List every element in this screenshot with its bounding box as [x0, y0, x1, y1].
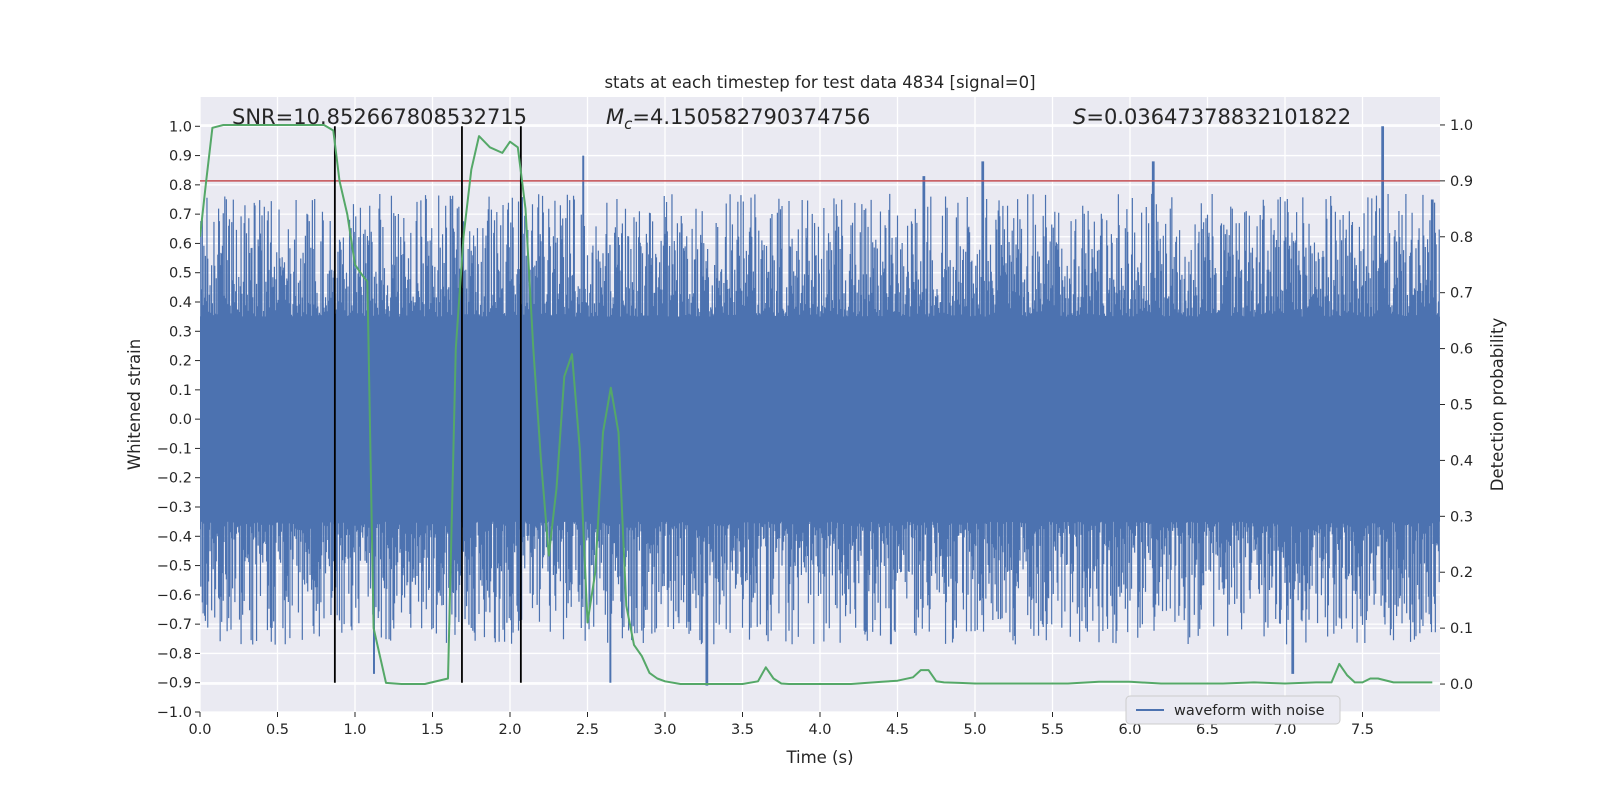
- x-tick-label: 1.0: [343, 722, 366, 738]
- chart-title: stats at each timestep for test data 483…: [604, 73, 1035, 92]
- s-value: =0.03647378832101822: [1086, 105, 1351, 129]
- y-tick-label: −1.0: [157, 705, 192, 721]
- y-tick-label: −0.6: [157, 588, 192, 604]
- x-tick-label: 3.0: [653, 722, 676, 738]
- x-tick-label: 0.5: [266, 722, 289, 738]
- y-tick-label: 0.9: [169, 149, 192, 165]
- s-annotation: S=0.03647378832101822: [1073, 105, 1351, 129]
- x-tick-label: 0.0: [188, 722, 211, 738]
- y-tick-label: −0.5: [157, 559, 192, 575]
- y-tick-label: 0.7: [169, 207, 192, 223]
- y2-tick-label: 0.1: [1450, 621, 1473, 637]
- y-tick-label: 1.0: [169, 119, 192, 135]
- y2-tick-label: 0.4: [1450, 453, 1473, 469]
- y-axis-label: Whitened strain: [125, 339, 144, 470]
- y-tick-label: −0.3: [157, 500, 192, 516]
- legend-box: [1125, 695, 1341, 725]
- y-tick-label: −0.9: [157, 676, 192, 692]
- chirp-mass-value: =4.150582790374756: [632, 105, 870, 129]
- chirp-mass-symbol: M: [606, 105, 624, 129]
- legend-label-waveform: waveform with noise: [1174, 703, 1325, 719]
- y-tick-label: −0.2: [157, 471, 192, 487]
- y2-tick-label: 0.6: [1450, 342, 1473, 358]
- chirp-mass-subscript: c: [624, 115, 633, 133]
- x-tick-label: 7.0: [1273, 722, 1296, 738]
- y-tick-label: 0.1: [169, 383, 192, 399]
- x-tick-label: 1.5: [421, 722, 444, 738]
- y2-tick-label: 0.2: [1450, 565, 1473, 581]
- y2-tick-label: 0.3: [1450, 509, 1473, 525]
- y2-tick-label: 0.5: [1450, 398, 1473, 414]
- y-tick-label: −0.1: [157, 441, 192, 457]
- y-tick-label: 0.0: [169, 412, 192, 428]
- y-tick-label: 0.3: [169, 324, 192, 340]
- y-tick-label: 0.4: [169, 295, 192, 311]
- x-axis-label: Time (s): [785, 748, 853, 767]
- x-tick-label: 3.5: [731, 722, 754, 738]
- y2-tick-label: 0.8: [1450, 230, 1473, 246]
- x-tick-label: 6.5: [1196, 722, 1219, 738]
- x-tick-label: 4.0: [808, 722, 831, 738]
- legend: waveform with noise: [1125, 695, 1341, 725]
- waveform-series: [200, 126, 1440, 686]
- snr-annotation: SNR=10.852667808532715: [232, 105, 527, 129]
- x-tick-label: 2.5: [576, 722, 599, 738]
- axis-ticks: 0.0 0.5 1.0 1.5 2.0 2.5 3.0 3.5 4.0 4.5 5.0 5.5 6.0 6…: [157, 118, 1473, 738]
- y2-tick-label: 1.0: [1450, 118, 1473, 134]
- probability-line: [200, 124, 1433, 685]
- y2-tick-label: 0.7: [1450, 286, 1473, 302]
- y-tick-label: 0.2: [169, 354, 192, 370]
- x-tick-label: 5.0: [963, 722, 986, 738]
- y-tick-label: −0.7: [157, 617, 192, 633]
- s-symbol: S: [1073, 105, 1086, 129]
- x-tick-label: 5.5: [1041, 722, 1064, 738]
- y2-axis-label: Detection probability: [1488, 318, 1507, 492]
- probability-series: [200, 124, 1433, 685]
- x-tick-label: 7.5: [1351, 722, 1374, 738]
- x-tick-label: 2.0: [498, 722, 521, 738]
- y-tick-label: 0.5: [169, 266, 192, 282]
- x-tick-label: 6.0: [1118, 722, 1141, 738]
- y-tick-label: 0.8: [169, 178, 192, 194]
- chirp-mass-annotation: Mc=4.150582790374756: [606, 105, 870, 133]
- y-tick-label: −0.8: [157, 646, 192, 662]
- vertical-lines: [333, 126, 522, 683]
- x-tick-label: 4.5: [886, 722, 909, 738]
- y2-tick-label: 0.0: [1450, 677, 1473, 693]
- waveform-line: [200, 126, 1440, 686]
- y-tick-label: −0.4: [157, 529, 192, 545]
- y-tick-label: 0.6: [169, 236, 192, 252]
- y2-tick-label: 0.9: [1450, 174, 1473, 190]
